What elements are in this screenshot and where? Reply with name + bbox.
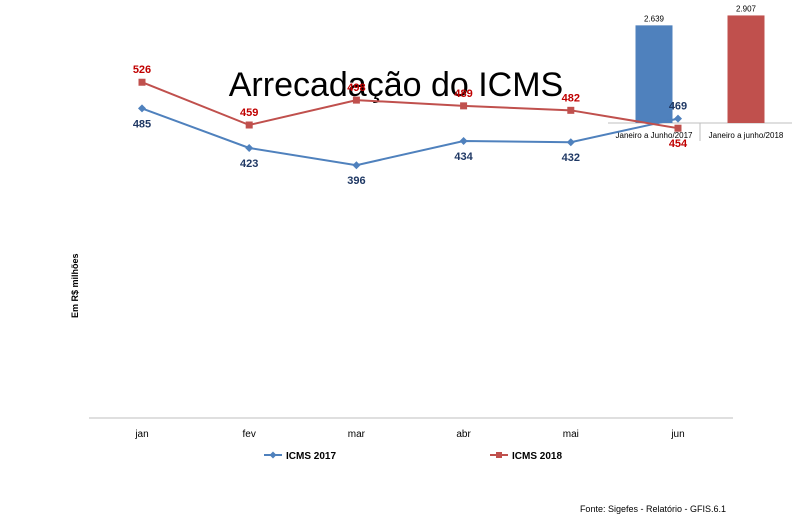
data-point [567, 106, 575, 114]
data-label: 396 [347, 175, 365, 187]
inset-category-label: Janeiro a junho/2018 [709, 131, 784, 140]
data-point [245, 143, 254, 152]
inset-bar [635, 25, 673, 123]
data-label: 469 [669, 101, 687, 113]
data-point [459, 136, 468, 145]
x-tick-label: mai [563, 429, 579, 440]
legend-label: ICMS 2018 [512, 451, 562, 462]
data-label: 434 [454, 151, 473, 163]
x-tick-label: abr [456, 429, 471, 440]
inset-bar [727, 15, 765, 123]
data-point [138, 104, 146, 113]
legend-label: ICMS 2017 [286, 451, 336, 462]
legend-marker [269, 451, 277, 459]
data-point [138, 78, 146, 86]
inset-value-label: 2.639 [644, 14, 665, 23]
source-note: Fonte: Sigefes - Relatório - GFIS.6.1 [580, 504, 726, 514]
x-tick-label: jan [134, 429, 148, 440]
data-label: 482 [562, 92, 580, 104]
legend-marker [496, 452, 502, 458]
data-label: 526 [133, 64, 151, 76]
legend: ICMS 2017 ICMS 2018 [264, 451, 562, 462]
data-point [245, 121, 253, 129]
x-tick-label: fev [243, 429, 256, 440]
inset-value-label: 2.907 [736, 4, 757, 13]
chart-title: Arrecadação do ICMS [229, 66, 564, 104]
data-point [352, 96, 360, 104]
x-tick-label: jun [670, 429, 684, 440]
data-label: 498 [347, 82, 365, 94]
data-label: 432 [562, 152, 580, 164]
data-point [460, 102, 468, 110]
series-line-1 [141, 107, 679, 167]
data-label: 485 [133, 118, 151, 130]
x-tick-label: mar [348, 429, 366, 440]
series-line-2 [141, 81, 679, 130]
data-label: 459 [240, 107, 258, 119]
y-axis-label: Em R$ milhões [70, 253, 80, 318]
data-label: 423 [240, 158, 258, 170]
inset-bar-chart: 2.639 Janeiro a Junho/2017 2.907 Janeiro a … [608, 4, 792, 141]
data-label: 454 [669, 138, 688, 150]
data-label: 489 [454, 88, 472, 100]
data-point [352, 161, 361, 170]
data-point [674, 114, 682, 123]
data-point [566, 138, 575, 147]
inset-category-label: Janeiro a Junho/2017 [616, 131, 694, 140]
data-point [674, 124, 682, 132]
